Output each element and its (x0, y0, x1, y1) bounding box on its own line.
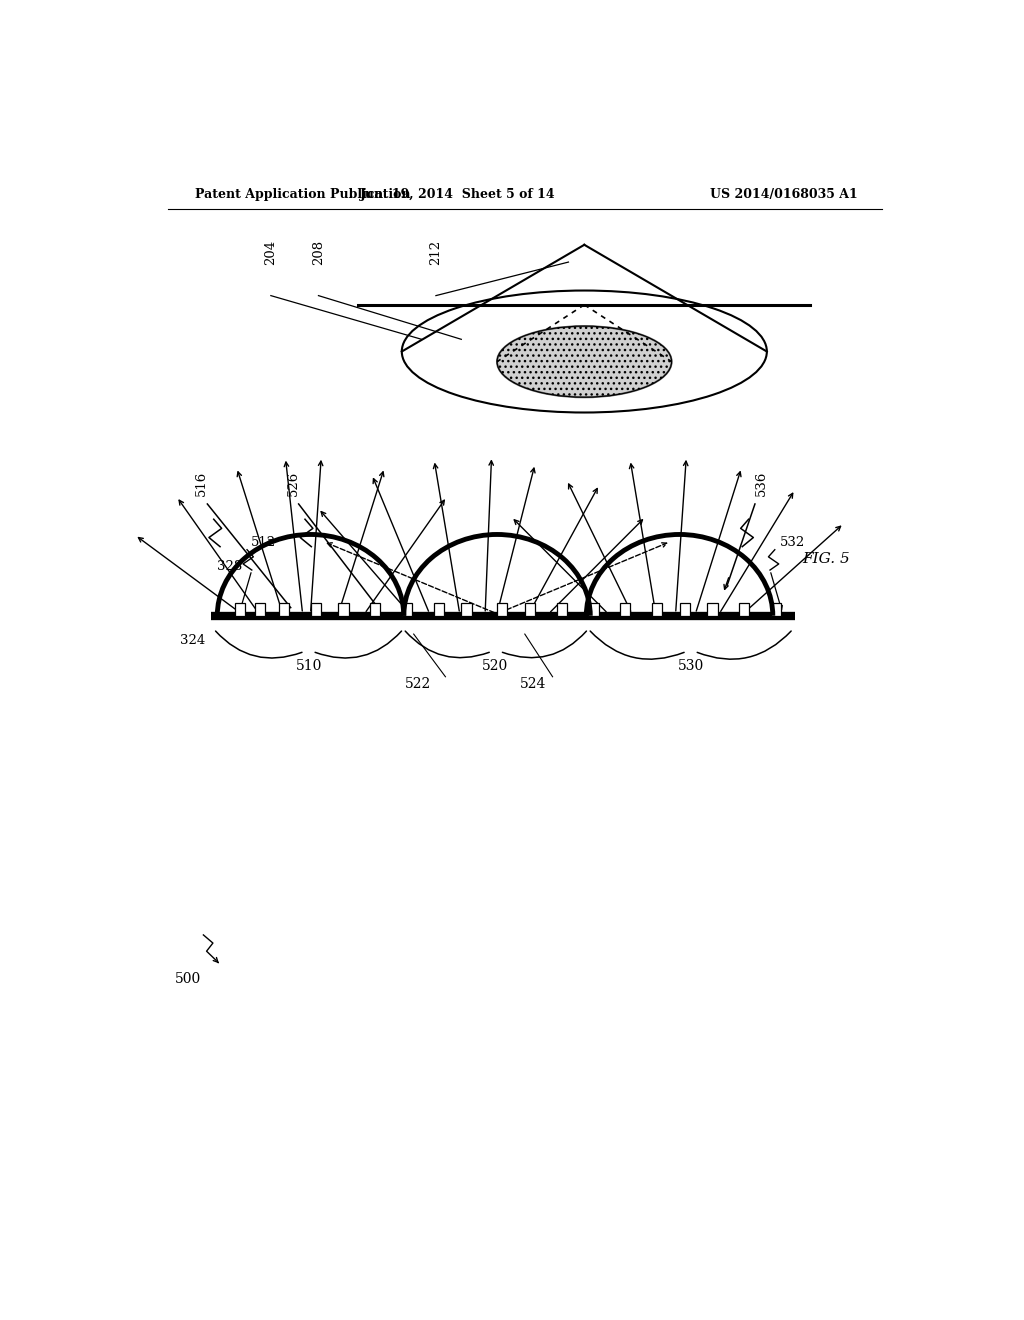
Text: 512: 512 (251, 536, 276, 549)
Text: 530: 530 (678, 660, 705, 673)
Text: 212: 212 (429, 240, 442, 265)
Text: 522: 522 (404, 677, 431, 690)
Text: Jun. 19, 2014  Sheet 5 of 14: Jun. 19, 2014 Sheet 5 of 14 (359, 189, 555, 202)
Bar (557, 602, 567, 615)
Bar (652, 602, 663, 615)
Bar (739, 602, 750, 615)
Bar (620, 602, 631, 615)
Text: 516: 516 (196, 471, 208, 496)
Bar (370, 602, 380, 615)
Text: 532: 532 (780, 536, 806, 549)
Bar (524, 602, 536, 615)
Bar (771, 602, 781, 615)
Bar (433, 602, 443, 615)
Text: 520: 520 (482, 660, 509, 673)
Text: 328: 328 (217, 560, 243, 573)
Text: 324: 324 (180, 634, 206, 647)
Bar (279, 602, 289, 615)
Text: 500: 500 (174, 972, 201, 986)
Ellipse shape (497, 326, 672, 397)
Bar (236, 602, 246, 615)
Text: 204: 204 (264, 240, 278, 265)
Bar (310, 602, 321, 615)
Text: US 2014/0168035 A1: US 2014/0168035 A1 (711, 189, 858, 202)
Bar (401, 602, 412, 615)
Bar (588, 602, 599, 615)
Bar (680, 602, 690, 615)
Bar (497, 602, 507, 615)
Text: 510: 510 (296, 660, 323, 673)
Bar (708, 602, 718, 615)
Text: 526: 526 (287, 471, 300, 496)
Text: 536: 536 (755, 470, 768, 496)
Text: 208: 208 (312, 240, 325, 265)
Bar (461, 602, 472, 615)
Text: Patent Application Publication: Patent Application Publication (196, 189, 411, 202)
Bar (255, 602, 265, 615)
Text: FIG. 5: FIG. 5 (803, 552, 850, 566)
Bar (338, 602, 348, 615)
Text: 524: 524 (519, 677, 546, 690)
